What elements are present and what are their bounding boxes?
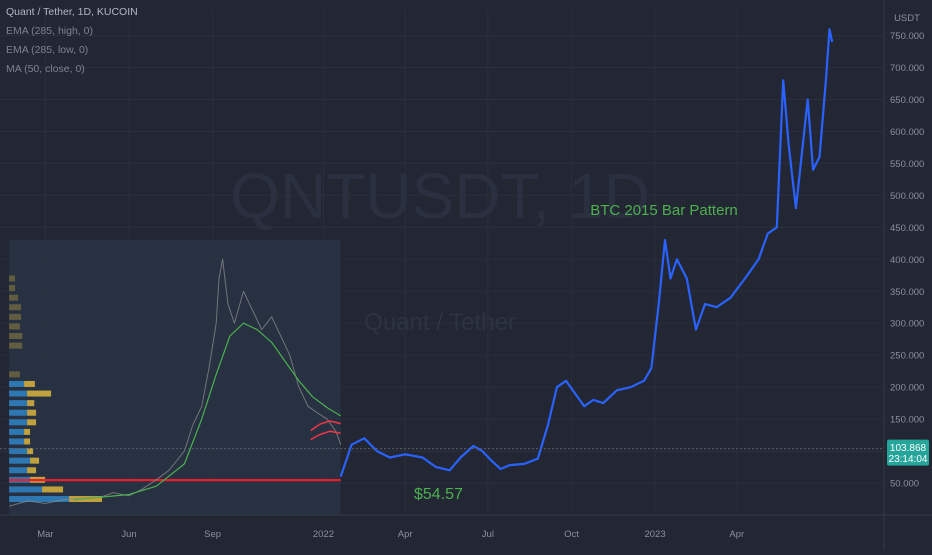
price-tick-label: 150.000 <box>890 415 924 426</box>
history-panel <box>9 240 341 515</box>
volume-profile-sell-bar <box>27 400 35 407</box>
indicator-ema-high[interactable]: EMA (285, high, 0) <box>6 25 93 37</box>
time-tick-label: Apr <box>729 529 744 540</box>
volume-profile-buy-bar <box>9 380 25 387</box>
volume-profile-sell-bar <box>9 323 20 330</box>
current-price-badge <box>887 439 929 466</box>
series-ema-high <box>310 420 341 432</box>
volume-profile-sell-bar <box>9 333 23 340</box>
volume-profile-sell-bar <box>30 457 40 464</box>
volume-profile-buy-bar <box>9 438 25 445</box>
price-tick-label: 550.000 <box>890 159 924 170</box>
price-tick-label: 600.000 <box>890 127 924 138</box>
time-tick-label: Sep <box>204 529 221 540</box>
volume-profile-buy-bar <box>9 486 43 493</box>
price-tick-label: 450.000 <box>890 223 924 234</box>
indicator-ma[interactable]: MA (50, close, 0) <box>6 63 85 75</box>
volume-profile-buy-bar <box>9 390 28 397</box>
price-tick-label: 300.000 <box>890 319 924 330</box>
volume-profile-buy-bar <box>9 409 28 416</box>
indicator-ema-low[interactable]: EMA (285, low, 0) <box>6 44 89 56</box>
current-price-value: 103.868 <box>890 443 927 454</box>
volume-profile-sell-bar <box>27 390 52 397</box>
support-price-label: $54.57 <box>414 486 463 503</box>
pattern-label: BTC 2015 Bar Pattern <box>590 202 738 219</box>
volume-profile-sell-bar <box>24 438 31 445</box>
volume-profile-sell-bar <box>9 275 16 282</box>
price-tick-label: 500.000 <box>890 191 924 202</box>
series-ma-50 <box>73 322 342 501</box>
volume-profile-buy-bar <box>9 496 70 503</box>
series-projection <box>339 28 834 477</box>
volume-profile-sell-bar <box>27 419 37 426</box>
time-tick-label: Jul <box>482 529 494 540</box>
volume-profile-sell-bar <box>27 409 37 416</box>
symbol-title[interactable]: Quant / Tether, 1D, KUCOIN <box>6 6 138 18</box>
volume-profile-sell-bar <box>9 294 19 301</box>
volume-profile-buy-bar <box>9 400 28 407</box>
time-axis[interactable]: Mar Jun Sep 2022 Apr Jul Oct 2023 Apr <box>37 529 744 540</box>
price-tick-label: 50.000 <box>890 479 919 490</box>
volume-profile-sell-bar <box>9 342 23 349</box>
price-tick-label: 650.000 <box>890 95 924 106</box>
watermark-symbol: QNTUSDT, 1D <box>230 160 650 232</box>
volume-profile-sell-bar <box>24 380 35 387</box>
volume-profile-buy-bar <box>9 419 28 426</box>
price-tick-label: 700.000 <box>890 63 924 74</box>
axis-currency: USDT <box>894 13 920 24</box>
time-tick-label: Jun <box>121 529 136 540</box>
price-tick-label: 200.000 <box>890 383 924 394</box>
series-layer <box>0 28 884 507</box>
countdown-value: 23:14:04 <box>889 454 928 465</box>
volume-profile-sell-bar <box>27 467 37 474</box>
price-tick-label: 350.000 <box>890 287 924 298</box>
price-tick-label: 400.000 <box>890 255 924 266</box>
volume-profile-buy-bar <box>9 428 25 435</box>
price-tick-label: 250.000 <box>890 351 924 362</box>
volume-profile-sell-bar <box>9 313 22 320</box>
volume-profile-sell-bar <box>42 486 64 493</box>
time-tick-label: 2022 <box>313 529 334 540</box>
volume-profile-sell-bar <box>24 428 31 435</box>
series-ema-low <box>310 430 341 441</box>
time-tick-label: Mar <box>37 529 53 540</box>
volume-profile-sell-bar <box>9 304 22 311</box>
price-axis[interactable]: 50.000100.000150.000200.000250.000300.00… <box>890 31 924 489</box>
time-tick-label: 2023 <box>644 529 665 540</box>
price-tick-label: 750.000 <box>890 31 924 42</box>
volume-profile-buy-bar <box>9 448 28 455</box>
volume-profile-sell-bar <box>9 371 20 378</box>
time-tick-label: Apr <box>398 529 413 540</box>
volume-profile-buy-bar <box>9 457 31 464</box>
time-tick-label: Oct <box>564 529 579 540</box>
volume-profile-sell-bar <box>27 448 34 455</box>
volume-profile-buy-bar <box>9 467 28 474</box>
watermark-name: Quant / Tether <box>364 309 516 336</box>
volume-profile-sell-bar <box>9 285 16 292</box>
